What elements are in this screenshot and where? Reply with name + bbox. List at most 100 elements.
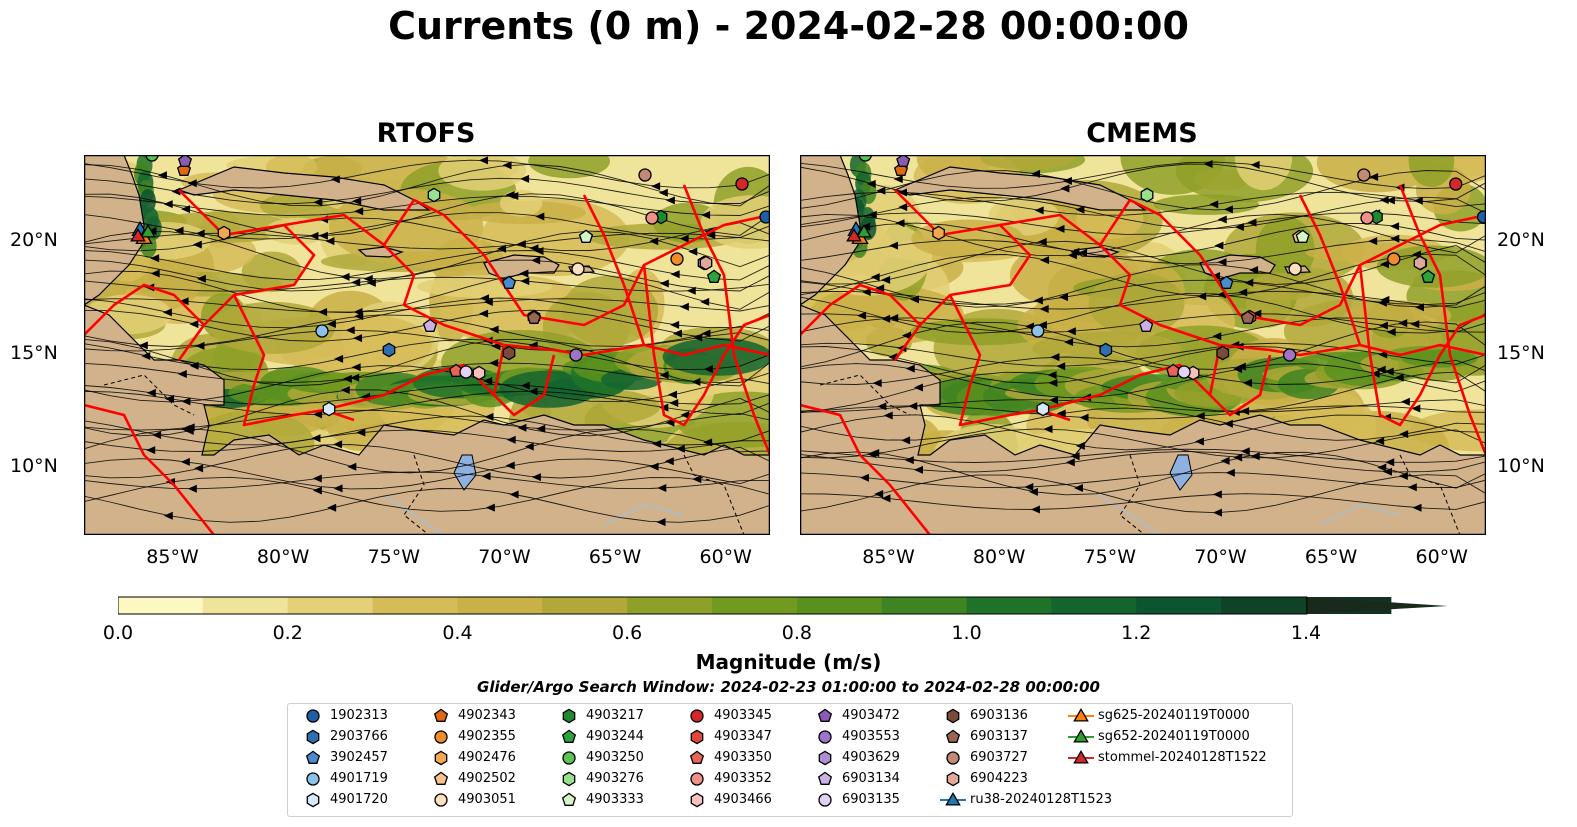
panel-title-cmems: CMEMS — [1086, 118, 1198, 149]
streamline-arrow — [194, 464, 204, 473]
float-marker-6903136 — [1216, 345, 1230, 361]
legend-marker — [818, 730, 832, 744]
colorbar-tick-label: 0.2 — [272, 622, 303, 644]
streamline-arrow — [313, 410, 323, 419]
legend-label: 4903352 — [714, 771, 772, 786]
float-marker-4903352 — [645, 211, 659, 225]
map-frame — [84, 155, 770, 535]
streamline-arrow — [881, 494, 891, 503]
float-marker-4901720 — [322, 401, 336, 417]
streamline-arrow — [1212, 508, 1222, 517]
legend-marker — [690, 772, 704, 786]
streamline — [84, 177, 770, 205]
legend-label: ru38-20240128T1523 — [970, 792, 1113, 807]
streamline-arrow — [333, 440, 343, 449]
legend-label: 4903350 — [714, 750, 772, 765]
legend-label: 6903137 — [970, 729, 1028, 744]
streamline — [84, 232, 770, 250]
streamline-arrow — [196, 274, 206, 283]
streamline — [84, 428, 770, 474]
streamline-arrow — [171, 187, 181, 196]
streamline-arrow — [326, 319, 336, 328]
streamline-arrow — [703, 438, 713, 447]
streamline — [800, 161, 1486, 190]
float-marker-6903137 — [526, 310, 542, 324]
streamline-arrow — [535, 212, 545, 221]
streamline-arrow — [1223, 419, 1233, 428]
eez-boundary — [492, 344, 556, 417]
streamline-arrow — [1194, 437, 1204, 446]
legend-label: 6903134 — [842, 771, 900, 786]
streamline-arrow — [703, 365, 713, 374]
streamline — [84, 250, 770, 281]
streamline-arrow — [345, 326, 355, 335]
streamline-arrow — [1049, 396, 1059, 405]
legend-marker — [306, 709, 320, 723]
float-marker-4901719 — [315, 324, 329, 338]
streamline — [84, 476, 770, 512]
rivers — [383, 494, 685, 535]
speed-contour — [528, 155, 610, 179]
streamline-arrow — [675, 444, 685, 453]
colorbar — [118, 596, 1448, 615]
streamline-arrow — [700, 297, 710, 306]
streamline-arrow — [1379, 195, 1389, 204]
land-jamaica — [357, 246, 404, 258]
streamline-arrow — [1214, 241, 1224, 250]
streamline-arrow — [479, 309, 489, 318]
lon-label-rtofs: 60°W — [699, 546, 752, 568]
streamline-arrow — [502, 161, 512, 170]
eez-boundary — [1298, 194, 1362, 346]
streamline-arrow — [665, 418, 675, 427]
streamline-arrow — [520, 277, 530, 286]
streamline-arrow — [483, 377, 493, 386]
streamline-arrow — [354, 312, 364, 321]
legend-label: 6903136 — [970, 708, 1028, 723]
float-marker-4903276 — [427, 187, 441, 203]
legend-label: 6903135 — [842, 792, 900, 807]
streamline-arrow — [531, 256, 541, 265]
streamline-arrow — [1377, 463, 1387, 472]
streamline-arrow — [480, 294, 490, 303]
streamline-arrow — [1398, 319, 1408, 328]
streamline-arrow — [309, 231, 319, 240]
float-marker-6903134 — [422, 318, 438, 332]
streamline — [800, 371, 1486, 412]
streamline-arrow — [1376, 365, 1386, 374]
streamline — [800, 414, 1486, 451]
lon-label-rtofs: 85°W — [146, 546, 199, 568]
legend-marker — [690, 709, 704, 723]
glider-marker-sg652 — [140, 224, 156, 238]
colorbar-segment — [287, 597, 374, 614]
streamline-arrow — [895, 219, 905, 228]
streamline-arrow — [1212, 332, 1222, 341]
glider-marker-stommel — [846, 228, 862, 242]
streamline — [84, 365, 770, 403]
streamline-arrow — [152, 430, 162, 439]
eez-boundary — [1098, 198, 1486, 327]
search-window-text: Glider/Argo Search Window: 2024-02-23 01… — [477, 678, 1100, 696]
speed-contour — [1347, 300, 1452, 331]
legend-label: 4903051 — [458, 792, 516, 807]
float-marker-6903727 — [1357, 168, 1371, 182]
float-marker-4901719 — [1031, 324, 1045, 338]
streamline-arrow — [340, 386, 350, 395]
colorbar-segment — [118, 597, 204, 614]
streamline-arrow — [1078, 248, 1088, 257]
streamline — [800, 472, 1486, 489]
streamline — [84, 298, 770, 313]
streamline-arrow — [312, 474, 322, 483]
legend-marker — [561, 729, 577, 743]
legend-marker — [690, 729, 704, 745]
colorbar-tick-label: 1.2 — [1121, 622, 1152, 644]
legend-marker — [434, 730, 448, 744]
streamline-arrow — [534, 246, 544, 255]
streamline — [800, 213, 1486, 257]
streamline-arrow — [1413, 196, 1423, 205]
streamline-arrow — [195, 229, 205, 238]
float-marker-6903137 — [1240, 310, 1255, 324]
streamline — [800, 405, 1486, 420]
streamline-arrow — [1066, 327, 1076, 336]
lake-maracaibo — [1169, 454, 1193, 491]
streamline-arrow — [352, 197, 362, 206]
